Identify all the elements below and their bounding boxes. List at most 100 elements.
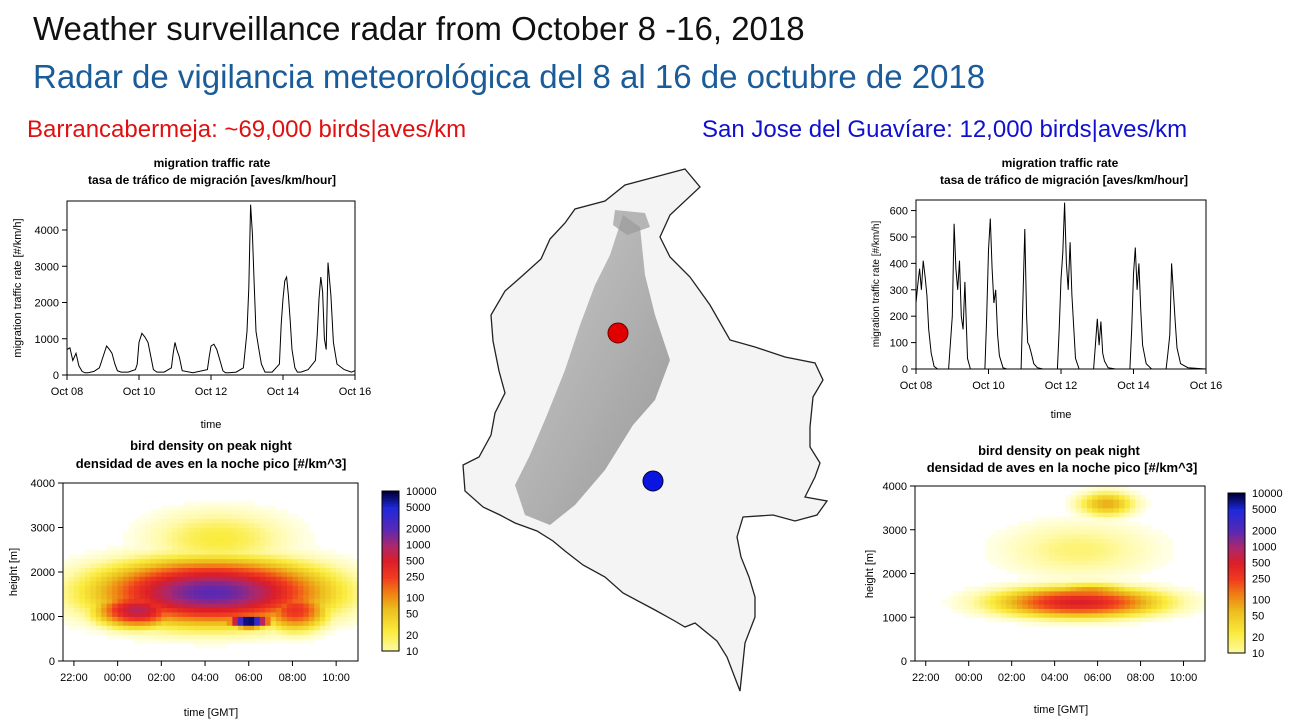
marker-san-jose[interactable]: [642, 470, 664, 492]
heatmap-cell: [1065, 560, 1072, 566]
heatmap-cell: [979, 604, 986, 609]
heatmap-cell: [1054, 591, 1061, 596]
scale-swatch: [1228, 573, 1245, 577]
heatmap-cell: [1135, 573, 1141, 579]
heatmap-cell: [1124, 556, 1131, 561]
heatmap-cell: [979, 599, 986, 605]
heatmap-cell: [1086, 542, 1093, 548]
scale-swatch: [382, 637, 399, 641]
heatmap-cell: [139, 598, 146, 604]
heatmap-cell: [1108, 608, 1115, 614]
heatmap-cell: [161, 638, 168, 644]
heatmap-cell: [1065, 521, 1072, 526]
heatmap-cell: [1103, 507, 1109, 513]
heatmap-cell: [1060, 595, 1066, 601]
heatmap-cell: [150, 540, 157, 546]
heatmap-cell: [1167, 551, 1174, 557]
heatmap-cell: [1017, 529, 1023, 535]
heatmap-cell: [254, 612, 261, 617]
heatmap-cell: [221, 612, 228, 617]
heatmap-cell: [243, 505, 250, 511]
scale-label: 50: [1252, 611, 1264, 623]
heatmap-cell: [1033, 582, 1039, 588]
heatmap-cell: [1076, 582, 1082, 588]
heatmap-cell: [95, 607, 102, 613]
scale-swatch: [382, 525, 399, 529]
heatmap-cell: [1124, 512, 1131, 518]
heatmap-cell: [1167, 595, 1174, 601]
heatmap-cell: [95, 629, 102, 635]
heatmap-cell: [308, 638, 315, 644]
heatmap-cell: [73, 576, 80, 582]
heatmap-cell: [73, 625, 80, 631]
heatmap-cell: [1038, 525, 1045, 531]
heatmap-cell: [1076, 551, 1082, 557]
heatmap-cell: [1006, 538, 1013, 544]
heatmap-cell: [166, 612, 173, 617]
heatmap-cell: [161, 549, 168, 555]
heatmap-cell: [161, 509, 168, 515]
heatmap-cell: [95, 598, 102, 604]
heatmap-cell: [347, 616, 353, 622]
scale-swatch: [1228, 631, 1245, 635]
heatmap-cell: [188, 594, 195, 600]
heatmap-cell: [112, 580, 119, 586]
heatmap-cell: [1033, 560, 1039, 566]
heatmap-cell: [979, 608, 986, 614]
heatmap-cell: [1119, 486, 1125, 491]
heatmap-cell: [248, 554, 255, 560]
heatmap-cell: [1027, 547, 1034, 553]
heatmap-cell: [265, 598, 271, 604]
heatmap-cell: [341, 598, 348, 604]
heatmap-cell: [287, 549, 293, 555]
heatmap-cell: [73, 620, 80, 626]
scale-label: 100: [406, 593, 424, 605]
heatmap-cell: [123, 580, 129, 586]
heatmap-cell: [243, 572, 250, 577]
heatmap-cell: [281, 527, 288, 533]
heatmap-cell: [172, 572, 179, 577]
heatmap-cell: [161, 523, 168, 528]
heatmap-cell: [117, 629, 124, 635]
heatmap-cell: [265, 620, 271, 626]
heatmap-cell: [1124, 490, 1131, 496]
heatmap-cell: [144, 589, 151, 595]
heatmap-cell: [1194, 599, 1201, 605]
heatmap-cell: [1092, 494, 1098, 500]
scale-swatch: [1228, 538, 1245, 542]
heatmap-cell: [319, 558, 326, 564]
heatmap-cell: [1113, 534, 1120, 539]
scale-swatch: [1228, 533, 1245, 537]
heatmap-cell: [292, 612, 299, 617]
marker-barrancabermeja[interactable]: [607, 322, 629, 344]
heatmap-cell: [287, 612, 293, 617]
heatmap-cell: [1092, 486, 1098, 491]
heatmap-cell: [1092, 617, 1098, 623]
heatmap-cell: [177, 558, 184, 564]
heatmap-cell: [139, 620, 146, 626]
heatmap-cell: [1167, 608, 1174, 614]
heatmap-cell: [210, 589, 217, 595]
scale-label: 100: [1252, 595, 1270, 607]
heatmap-cell: [1086, 516, 1093, 522]
heatmap-cell: [243, 603, 250, 608]
heatmap-cell: [101, 594, 108, 600]
heatmap-cell: [1103, 564, 1109, 570]
heatmap-cell: [1135, 490, 1141, 496]
heatmap-cell: [303, 545, 310, 551]
heatmap-cell: [1070, 494, 1077, 500]
heatmap-cell: [1124, 503, 1131, 509]
heatmap-cell: [270, 549, 277, 555]
heatmap-cell: [134, 634, 140, 640]
heatmap-cell: [183, 532, 190, 537]
heatmap-cell: [177, 505, 184, 511]
heatmap-cell: [134, 616, 140, 622]
heatmap-cell: [128, 549, 135, 555]
heatmap-cell: [314, 554, 321, 560]
heatmap-cell: [1086, 499, 1093, 504]
heatmap-cell: [990, 586, 996, 592]
heatmap-cell: [188, 585, 195, 591]
heatmap-cell: [205, 536, 211, 542]
x-tick-label: Oct 12: [195, 386, 227, 398]
heatmap-cell: [1103, 490, 1109, 496]
